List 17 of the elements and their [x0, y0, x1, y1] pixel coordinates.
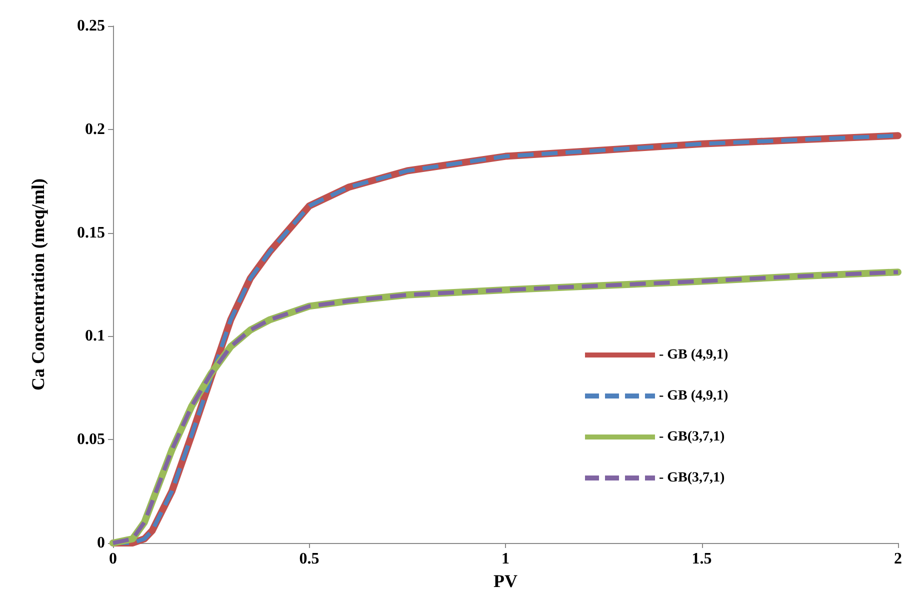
y-tick-label: 0.05: [77, 431, 105, 448]
y-tick-label: 0.15: [77, 224, 105, 242]
x-tick-label: 1.5: [692, 550, 712, 568]
y-tick-label: 0: [97, 534, 105, 552]
x-tick-label: 0.5: [299, 550, 320, 568]
y-axis-title: Ca Concentration (meq/ml): [28, 178, 48, 390]
y-tick-label: 0.1: [85, 328, 105, 345]
legend-label: - GB (4,9,1): [659, 348, 729, 362]
x-tick-label: 0: [109, 550, 117, 568]
y-tick-label: 0.2: [85, 120, 105, 138]
x-axis-title: PV: [494, 570, 518, 591]
x-tick-label: 2: [894, 550, 902, 568]
x-tick-label: 1: [502, 550, 510, 568]
legend-label: - GB(3,7,1): [659, 430, 726, 444]
legend-label: - GB (4,9,1): [659, 388, 729, 404]
legend-label: - GB(3,7,1): [659, 470, 726, 486]
y-tick-label: 0.25: [77, 18, 105, 34]
